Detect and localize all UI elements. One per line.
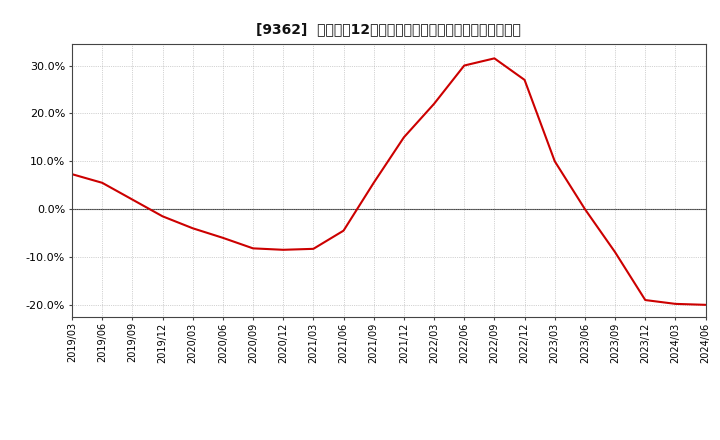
Title: [9362]  売上高の12か月移動合計の対前年同期増減率の推移: [9362] 売上高の12か月移動合計の対前年同期増減率の推移 xyxy=(256,22,521,36)
